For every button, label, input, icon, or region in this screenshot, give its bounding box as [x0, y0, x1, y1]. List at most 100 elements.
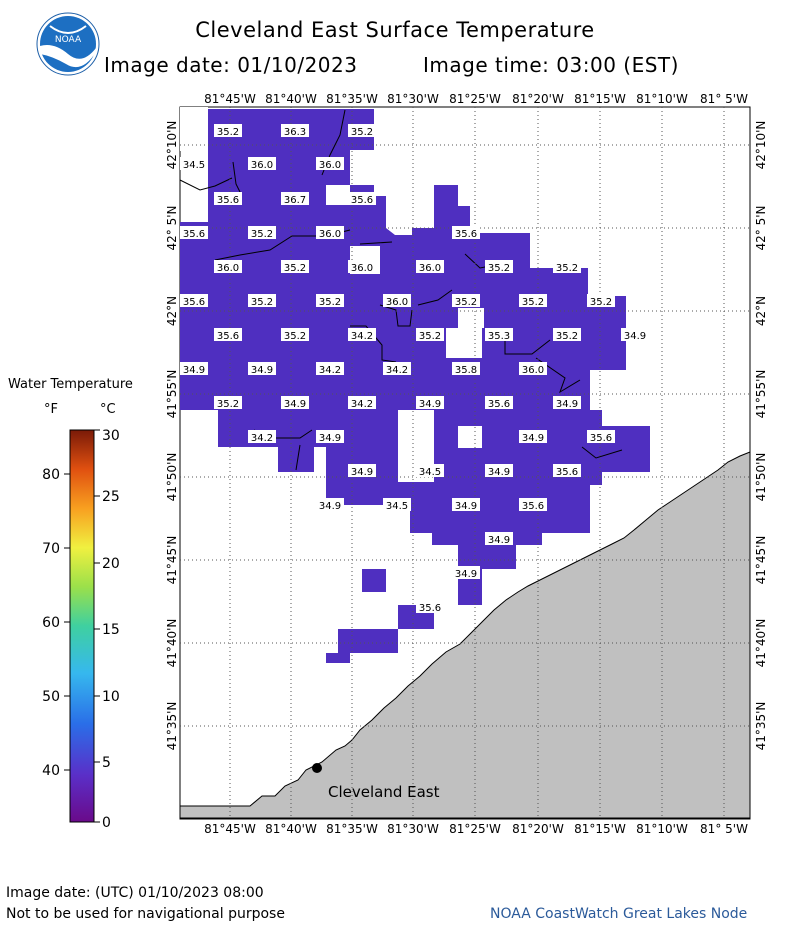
lon-label: 81°45'W: [204, 92, 256, 106]
temp-label-text: 35.2: [251, 229, 273, 240]
lon-label: 81°20'W: [512, 822, 564, 836]
temp-label-text: 34.2: [251, 433, 273, 444]
temp-label-text: 34.9: [522, 433, 544, 444]
temp-label: 36.0: [248, 157, 276, 171]
temp-label-text: 34.9: [488, 467, 510, 478]
legend-c-tick: 20: [102, 556, 120, 572]
lon-label: 81°30'W: [387, 822, 439, 836]
image-time: Image time: 03:00 (EST): [423, 53, 679, 77]
temp-label: 34.2: [348, 396, 376, 410]
temp-label: 35.6: [452, 226, 480, 240]
footer-utc-date: Image date: (UTC) 01/10/2023 08:00: [6, 885, 264, 901]
temp-label-text: 34.9: [351, 467, 373, 478]
temp-label: 34.2: [316, 362, 344, 376]
temp-label: 34.9: [452, 566, 480, 580]
temp-label-text: 35.2: [319, 297, 341, 308]
temp-label-text: 35.6: [455, 229, 477, 240]
temp-label-text: 36.0: [319, 229, 341, 240]
temp-label: 35.8: [452, 362, 480, 376]
land-area: [179, 451, 751, 819]
temp-label-text: 35.2: [590, 297, 612, 308]
temp-label-text: 34.9: [183, 365, 205, 376]
temp-label-text: 34.5: [183, 160, 205, 171]
temp-label: 34.9: [316, 498, 344, 512]
temp-label-text: 36.0: [251, 160, 273, 171]
lake-water-area: [180, 109, 650, 663]
legend-title: Water Temperature: [8, 377, 133, 392]
temp-label-text: 35.8: [455, 365, 477, 376]
temp-label-text: 36.0: [386, 297, 408, 308]
temp-label-text: 34.5: [386, 501, 408, 512]
lon-label: 81°35'W: [326, 92, 378, 106]
temp-label: 35.6: [519, 498, 547, 512]
lat-label: 42°N: [754, 296, 768, 326]
temp-label-text: 34.9: [556, 399, 578, 410]
temp-label-text: 35.6: [217, 331, 239, 342]
temp-label-text: 35.6: [488, 399, 510, 410]
lat-label: 41°55'N: [165, 370, 179, 419]
legend-f-labels: 80 70 60 50 40: [42, 467, 60, 779]
temp-label: 35.6: [348, 192, 376, 206]
temp-label-text: 35.2: [217, 399, 239, 410]
temp-label: 35.2: [248, 226, 276, 240]
temp-label-text: 34.5: [419, 467, 441, 478]
temp-label: 35.2: [485, 260, 513, 274]
lat-label: 41°50'N: [165, 453, 179, 502]
station-label: Cleveland East: [328, 783, 440, 801]
temperature-labels: 35.2 36.3 35.2 34.5 36.0 36.0 35.6 36.7 35.6 35.6…: [180, 124, 649, 614]
temp-label-text: 35.2: [556, 331, 578, 342]
temp-label: 35.6: [485, 396, 513, 410]
temp-label: 34.9: [553, 396, 581, 410]
temp-label: 35.2: [587, 294, 615, 308]
temp-label: 35.6: [180, 294, 208, 308]
temp-label: 35.2: [214, 124, 242, 138]
temp-label-text: 34.9: [488, 535, 510, 546]
temp-label-text: 34.9: [319, 501, 341, 512]
temp-label: 34.5: [180, 157, 208, 171]
temp-label-text: 36.0: [522, 365, 544, 376]
lat-label: 42° 5'N: [165, 206, 179, 251]
legend-c-labels: 30 25 20 15 10 5 0: [102, 428, 120, 831]
lon-label: 81°25'W: [449, 92, 501, 106]
lon-label: 81°20'W: [512, 92, 564, 106]
temp-label: 35.6: [214, 192, 242, 206]
temperature-contours: [179, 109, 623, 471]
temp-label-text: 36.7: [284, 195, 306, 206]
lat-label: 42°10'N: [754, 121, 768, 170]
lon-label: 81°40'W: [265, 822, 317, 836]
temp-label: 35.3: [485, 328, 513, 342]
left-lat-labels: 42°10'N 42° 5'N 42°N 41°55'N 41°50'N 41°…: [165, 121, 179, 751]
temp-label: 35.6: [180, 226, 208, 240]
temp-label-text: 35.6: [522, 501, 544, 512]
temp-label: 34.9: [180, 362, 208, 376]
temp-label: 36.0: [383, 294, 411, 308]
station-marker: [312, 763, 322, 773]
temp-label-text: 35.6: [183, 229, 205, 240]
temp-label-text: 34.9: [455, 501, 477, 512]
temp-label-text: 34.9: [319, 433, 341, 444]
temp-label: 36.7: [281, 192, 309, 206]
logo-text: NOAA: [55, 35, 82, 45]
legend-f-tick: 70: [42, 541, 60, 557]
temp-label-text: 34.9: [284, 399, 306, 410]
lon-label: 81°40'W: [265, 92, 317, 106]
lon-label: 81° 5'W: [700, 822, 748, 836]
bottom-lon-labels: 81°45'W 81°40'W 81°35'W 81°30'W 81°25'W …: [204, 822, 748, 836]
temp-label-text: 34.2: [319, 365, 341, 376]
legend-f-tick: 50: [42, 689, 60, 705]
temp-label: 35.2: [248, 294, 276, 308]
temp-label-text: 35.2: [522, 297, 544, 308]
legend-ticks: [64, 429, 100, 823]
temp-label: 34.2: [248, 430, 276, 444]
temp-label-text: 35.6: [183, 297, 205, 308]
lat-label: 41°50'N: [754, 453, 768, 502]
legend-f-tick: 80: [42, 467, 60, 483]
temp-label: 36.0: [316, 157, 344, 171]
temp-label: 34.9: [485, 464, 513, 478]
temp-label-text: 35.6: [351, 195, 373, 206]
legend-c-tick: 15: [102, 622, 120, 638]
legend-c-tick: 0: [102, 815, 111, 831]
temp-label: 34.9: [248, 362, 276, 376]
temp-label-text: 35.2: [419, 331, 441, 342]
temp-label-text: 35.2: [217, 127, 239, 138]
